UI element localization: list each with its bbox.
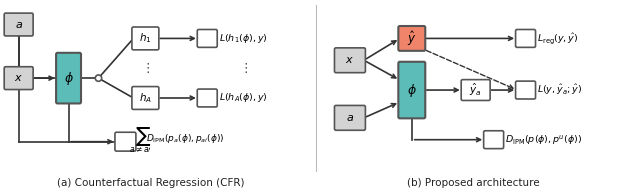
FancyBboxPatch shape	[197, 29, 217, 47]
Circle shape	[95, 75, 102, 81]
FancyBboxPatch shape	[398, 62, 425, 118]
FancyBboxPatch shape	[335, 48, 365, 73]
Text: (b) Proposed architecture: (b) Proposed architecture	[407, 178, 540, 188]
Text: $\vdots$: $\vdots$	[239, 61, 248, 75]
Text: $D_{\rm IPM}\left(p_a(\phi),p_{a\prime}(\phi)\right)$: $D_{\rm IPM}\left(p_a(\phi),p_{a\prime}(…	[147, 132, 225, 145]
FancyBboxPatch shape	[132, 27, 159, 50]
Text: $\phi$: $\phi$	[407, 81, 417, 99]
FancyBboxPatch shape	[461, 80, 490, 100]
FancyBboxPatch shape	[4, 67, 33, 90]
Text: $L_{\rm reg}(y,\hat{y})$: $L_{\rm reg}(y,\hat{y})$	[537, 31, 579, 46]
FancyBboxPatch shape	[398, 26, 425, 51]
Text: $D_{\rm IPM}\left(p(\phi),p^u(\phi)\right)$: $D_{\rm IPM}\left(p(\phi),p^u(\phi)\righ…	[505, 133, 582, 147]
FancyBboxPatch shape	[516, 81, 536, 99]
FancyBboxPatch shape	[335, 106, 365, 130]
Text: $a$: $a$	[15, 20, 22, 29]
Text: $x$: $x$	[346, 55, 355, 65]
Text: $\hat{y}_a$: $\hat{y}_a$	[469, 82, 482, 98]
Text: $L(h_1(\phi), y)$: $L(h_1(\phi), y)$	[219, 32, 268, 45]
Text: $h_A$: $h_A$	[139, 91, 152, 105]
Text: $\sum$: $\sum$	[136, 125, 152, 148]
FancyBboxPatch shape	[115, 132, 136, 151]
Text: $a\neq a\prime$: $a\neq a\prime$	[129, 145, 152, 154]
FancyBboxPatch shape	[516, 29, 536, 47]
Text: (a) Counterfactual Regression (CFR): (a) Counterfactual Regression (CFR)	[56, 178, 244, 188]
FancyBboxPatch shape	[484, 131, 504, 149]
Text: $\vdots$: $\vdots$	[141, 61, 150, 75]
FancyBboxPatch shape	[56, 53, 81, 103]
Text: $\phi$: $\phi$	[63, 70, 74, 87]
FancyBboxPatch shape	[197, 89, 217, 107]
Text: $L(y,\hat{y}_a;\hat{y})$: $L(y,\hat{y}_a;\hat{y})$	[537, 83, 582, 97]
FancyBboxPatch shape	[132, 87, 159, 109]
Text: $L(h_A(\phi), y)$: $L(h_A(\phi), y)$	[219, 92, 268, 105]
FancyBboxPatch shape	[4, 13, 33, 36]
Text: $h_1$: $h_1$	[139, 31, 152, 45]
Text: $a$: $a$	[346, 113, 354, 123]
Text: $x$: $x$	[14, 73, 23, 83]
Text: $\hat{y}$: $\hat{y}$	[407, 29, 417, 48]
